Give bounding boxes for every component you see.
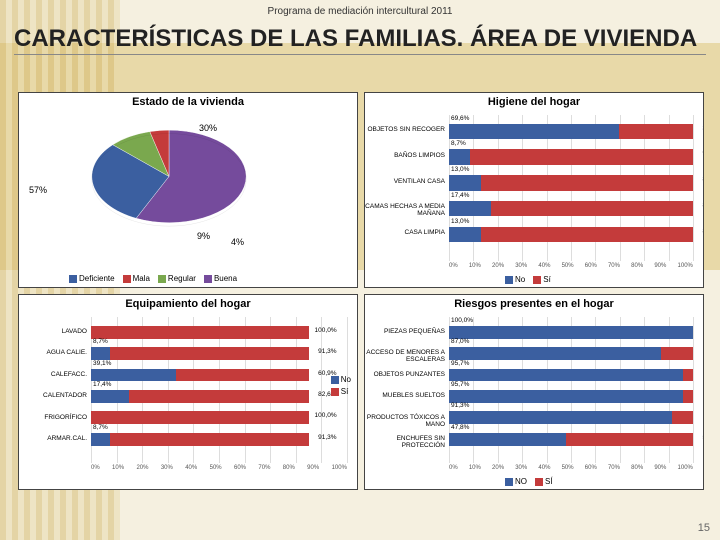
legend-item: SÍ <box>535 477 553 486</box>
pie-label-30: 30% <box>199 123 217 133</box>
higiene-bars: 0%10%20%30%40%50%60%70%80%90%100%69,6%30… <box>449 115 693 261</box>
pie-title: Estado de la vivienda <box>19 96 357 108</box>
row-label: BAÑOS LIMPIOS <box>365 152 445 159</box>
stacked-bar-row: 39,1%60,9% <box>91 369 309 382</box>
row-label: PIEZAS PEQUEÑAS <box>365 328 445 335</box>
row-label: ARMAR.CAL. <box>19 435 87 442</box>
stacked-bar-row: 69,6%30,4% <box>449 124 693 139</box>
row-label: LAVADO <box>19 328 87 335</box>
stacked-bar-row: 13,0%87,0% <box>449 227 693 242</box>
stacked-bar-row: 17,4%82,6% <box>91 390 309 403</box>
row-label: ENCHUFES SIN PROTECCIÓN <box>365 435 445 449</box>
pie-label-4: 4% <box>231 237 244 247</box>
row-label: CAMAS HECHAS A MEDIA MAÑANA <box>365 203 445 217</box>
slide-page: Programa de mediación intercultural 2011… <box>0 0 720 540</box>
row-label: CASA LIMPIA <box>365 229 445 236</box>
pie-legend-item: Regular <box>158 274 196 283</box>
stacked-bar-row: 17,4%82,6% <box>449 201 693 216</box>
higiene-row-labels: OBJETOS SIN RECOGER BAÑOS LIMPIOS VENTILAN… <box>365 115 445 261</box>
pie-legend-item: Deficiente <box>69 274 115 283</box>
equip-bars: 0%10%20%30%40%50%60%70%80%90%100%100,0%8… <box>91 317 347 463</box>
pie-legend: Deficiente Mala Regular Buena <box>69 274 237 283</box>
stacked-bar-row: 8,7%91,3% <box>449 149 693 164</box>
pie-legend-item: Buena <box>204 274 237 283</box>
higiene-title: Higiene del hogar <box>365 96 703 108</box>
row-label: MUEBLES SUELTOS <box>365 392 445 399</box>
page-title: CARACTERÍSTICAS DE LAS FAMILIAS. ÁREA DE… <box>14 26 706 55</box>
legend-item: Sí <box>533 275 551 284</box>
riesgos-bars: 0%10%20%30%40%50%60%70%80%90%100%100,0%0… <box>449 317 693 463</box>
stacked-bar-row: 87,0%13,0% <box>449 347 693 360</box>
equip-title: Equipamiento del hogar <box>19 298 357 310</box>
equip-legend: No Sí <box>331 375 351 396</box>
row-label: FRIGORÍFICO <box>19 414 87 421</box>
riesgos-title: Riesgos presentes en el hogar <box>365 298 703 310</box>
stacked-bar-row: 8,7%91,3% <box>91 347 309 360</box>
panel-estado-vivienda: Estado de la vivienda 57% 30% 9% 4% Defi… <box>18 92 358 288</box>
stacked-bar-row: 100,0%0,0% <box>449 326 693 339</box>
higiene-legend: No Sí <box>505 275 551 284</box>
pie-chart <box>79 125 259 245</box>
row-label: CALEFACC. <box>19 371 87 378</box>
equip-row-labels: LAVADO AGUA CALIE. CALEFACC. CALENTADOR FRIG… <box>19 317 87 463</box>
panel-equipamiento: Equipamiento del hogar LAVADO AGUA CALIE.… <box>18 294 358 490</box>
stacked-bar-row: 95,7%4,3% <box>449 390 693 403</box>
riesgos-row-labels: PIEZAS PEQUEÑAS ACCESO DE MENORES A ESCAL… <box>365 317 445 463</box>
pie-label-9: 9% <box>197 231 210 241</box>
row-label: OBJETOS SIN RECOGER <box>365 126 445 133</box>
stacked-bar-row: 95,7%4,3% <box>449 369 693 382</box>
legend-item: NO <box>505 477 527 486</box>
riesgos-legend: NO SÍ <box>505 477 553 486</box>
stacked-bar-row: 100,0% <box>91 411 309 424</box>
stacked-bar-row: 47,8%52,2% <box>449 433 693 446</box>
program-line: Programa de mediación intercultural 2011 <box>0 6 720 17</box>
row-label: OBJETOS PUNZANTES <box>365 371 445 378</box>
page-number: 15 <box>698 522 710 534</box>
stacked-bar-row: 8,7%91,3% <box>91 433 309 446</box>
panel-riesgos: Riesgos presentes en el hogar PIEZAS PEQ… <box>364 294 704 490</box>
legend-item: No <box>505 275 525 284</box>
charts-grid: Estado de la vivienda 57% 30% 9% 4% Defi… <box>18 92 704 490</box>
pie-legend-item: Mala <box>123 274 150 283</box>
row-label: PRODUCTOS TÓXICOS A MANO <box>365 414 445 428</box>
pie-label-57: 57% <box>29 185 47 195</box>
row-label: ACCESO DE MENORES A ESCALERAS <box>365 349 445 363</box>
legend-item: Sí <box>331 387 351 396</box>
legend-item: No <box>331 375 351 384</box>
stacked-bar-row: 13,0%87,0% <box>449 175 693 190</box>
stacked-bar-row: 91,3%8,7% <box>449 411 693 424</box>
stacked-bar-row: 100,0% <box>91 326 309 339</box>
panel-higiene: Higiene del hogar OBJETOS SIN RECOGER BAÑ… <box>364 92 704 288</box>
row-label: VENTILAN CASA <box>365 178 445 185</box>
row-label: AGUA CALIE. <box>19 349 87 356</box>
row-label: CALENTADOR <box>19 392 87 399</box>
